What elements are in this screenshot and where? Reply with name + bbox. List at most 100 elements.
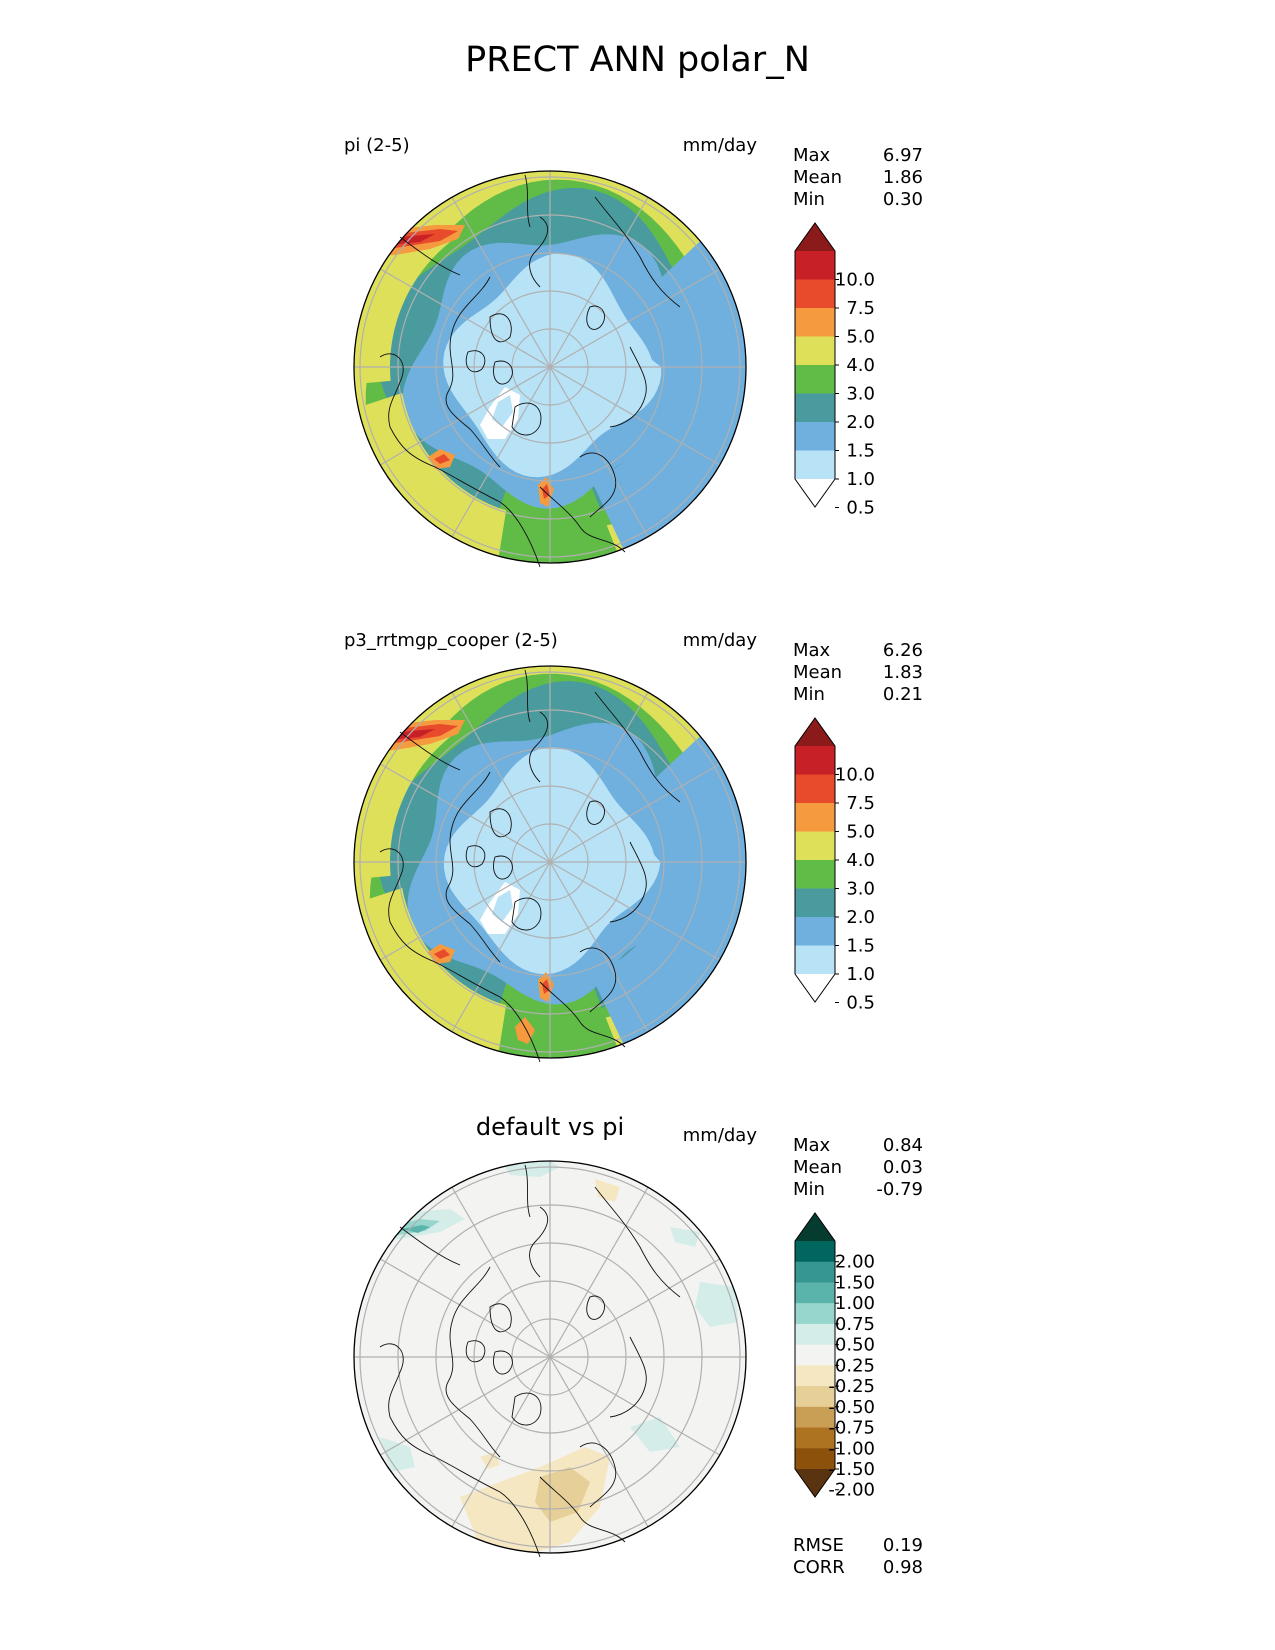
coastline [511, 1392, 542, 1426]
units-label: mm/day [682, 135, 757, 156]
coastline [586, 305, 605, 330]
colorbar-bin [795, 803, 835, 832]
panel-title: default vs pi [475, 1113, 625, 1141]
coastline [493, 360, 513, 385]
colorbar-bin [795, 1386, 835, 1408]
units-label: mm/day [682, 1125, 757, 1146]
coastline [524, 669, 531, 723]
map-boundary [353, 1160, 747, 1554]
meridian-line [379, 1258, 551, 1358]
colorbar-tick-label: 10.0 [835, 270, 875, 291]
stat-value: 0.21 [882, 684, 923, 705]
colorbar-bin [795, 774, 835, 804]
stat-label: Max [793, 640, 831, 661]
coastline [594, 196, 681, 308]
meridian-line [549, 861, 649, 1033]
colorbar-tick-label: 2.00 [835, 1252, 875, 1273]
meridian-line [379, 268, 551, 368]
diff-zone-positive [402, 1225, 430, 1233]
coastline [379, 848, 436, 963]
coastline [539, 981, 626, 1048]
graticule [354, 171, 746, 563]
colorbar-tick-label: 3.0 [846, 879, 875, 900]
colorbar-tick-label: 1.00 [835, 1293, 875, 1314]
colorbar-bin [795, 746, 835, 775]
colorbar-extend-max [795, 223, 835, 251]
diff-zone-positive [630, 1417, 680, 1452]
diff-zone-negative [595, 1179, 620, 1202]
colorbar-tick-label: 1.0 [846, 469, 875, 490]
meridian-line [451, 196, 551, 368]
colorbar-tick-label: 1.5 [846, 441, 875, 462]
colorbar: 10.0 7.5 5.0 4.0 3.0 2.0 1.5 1.0 0.5 [794, 717, 875, 1010]
colorbar-extend-max [795, 718, 835, 746]
colorbar-tick-label: 1.0 [846, 964, 875, 985]
colorbar-tick-label: 7.5 [846, 793, 875, 814]
colorbar-bin [795, 1427, 835, 1449]
coastline [594, 1186, 681, 1298]
colorbar-bin [795, 1448, 835, 1470]
coastline [586, 1295, 605, 1320]
coastline [465, 1340, 486, 1363]
colorbar-bin [795, 1241, 835, 1263]
meridian-line [549, 366, 721, 466]
polar-map [353, 1160, 747, 1558]
colorbar-bin [795, 251, 835, 280]
coastline [399, 731, 461, 771]
meridian-line [379, 366, 551, 466]
stat-value: 1.86 [882, 167, 923, 188]
footer-stats: RMSE 0.19 CORR 0.98 [793, 1535, 923, 1579]
colorbar-tick-label: 0.25 [835, 1355, 875, 1376]
meridian-line [549, 763, 721, 863]
coastline [493, 1350, 513, 1375]
stats-box: Max 6.97 Mean 1.86 Min 0.30 [793, 145, 923, 211]
precip-zone-2-3 [484, 479, 619, 563]
units-label: mm/day [682, 630, 757, 651]
stat-label: Mean [793, 662, 843, 683]
map-boundary [353, 170, 747, 564]
coastline [511, 402, 542, 436]
figure-title: PRECT ANN polar_N [465, 40, 810, 80]
colorbar-bin [795, 945, 835, 975]
coastlines [379, 669, 681, 1063]
diff-zone-positive [380, 1437, 415, 1472]
meridian-line [549, 1258, 721, 1358]
meridian-line [549, 196, 649, 368]
colorbar-bin [795, 1406, 835, 1429]
coastline [489, 313, 512, 343]
coastline [434, 1456, 541, 1558]
colorbar-bin [795, 1344, 835, 1366]
precip-zone-0.5-1 [492, 890, 513, 922]
coastline [445, 276, 501, 468]
coastline [434, 466, 541, 568]
panel-difference: default vs pi mm/day Max 0.84 Mean 0.03 Mi… [0, 1113, 1275, 1615]
stat-value: 6.97 [882, 145, 923, 166]
colorbar-extend-min [795, 1469, 835, 1497]
colorbar-bin [795, 450, 835, 480]
panel-title: pi (2-5) [344, 135, 410, 156]
colorbar-bin [795, 1261, 835, 1283]
colorbar-tick-label: -2.00 [828, 1480, 875, 1501]
stat-value: 6.26 [882, 640, 923, 661]
coastline [489, 808, 512, 838]
colorbar-tick-label: 10.0 [835, 765, 875, 786]
meridian-line [451, 366, 551, 538]
meridian-line [451, 691, 551, 863]
meridian-line [549, 268, 721, 368]
map-boundary [353, 665, 747, 1059]
precip-zone-5-7.5 [542, 979, 550, 994]
colorbar-tick-label: -0.50 [828, 1397, 875, 1418]
panel-title: p3_rrtmgp_cooper (2-5) [344, 630, 558, 651]
stat-label: RMSE [793, 1535, 844, 1556]
meridian-line [451, 1356, 551, 1528]
coastline [594, 691, 681, 803]
coastline [489, 1303, 512, 1333]
stat-value: 0.19 [882, 1535, 923, 1556]
diff-zone-negative [535, 1467, 590, 1522]
coastline [524, 1164, 531, 1218]
graticule [354, 1161, 746, 1553]
stat-label: Max [793, 1135, 831, 1156]
panel-p3-rrtmgp-cooper: p3_rrtmgp_cooper (2-5) mm/day Max 6.26 Me… [0, 630, 1275, 1120]
stat-label: Mean [793, 167, 843, 188]
meridian-line [549, 1356, 721, 1456]
